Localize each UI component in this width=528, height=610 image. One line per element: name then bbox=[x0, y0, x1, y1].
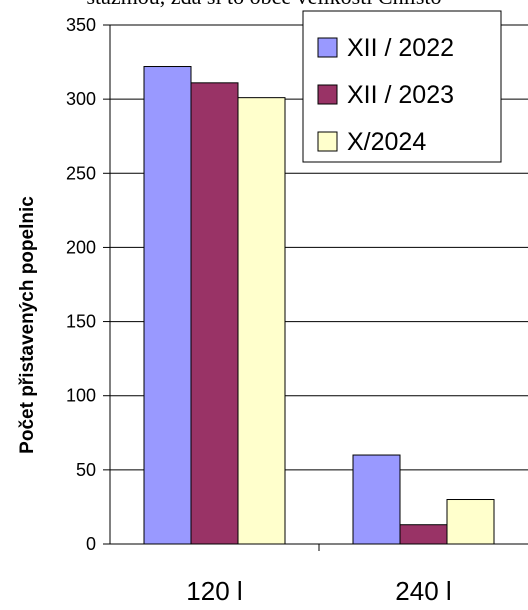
legend-label: XII / 2022 bbox=[347, 34, 454, 62]
legend: XII / 2022 XII / 2023 X/2024 bbox=[302, 10, 502, 163]
legend-swatch bbox=[317, 131, 338, 152]
bar-x-2024-120-l bbox=[237, 97, 286, 545]
bar-xii-2022-240-l bbox=[352, 454, 401, 545]
bars bbox=[143, 66, 495, 545]
legend-swatch bbox=[317, 84, 338, 105]
axes: 0 50 100 150 200 250 300 350 120 l 240 l bbox=[66, 15, 528, 606]
y-tick-label: 250 bbox=[66, 163, 96, 183]
bar-xii-2022-120-l bbox=[143, 66, 192, 545]
x-category-label: 240 l bbox=[395, 576, 451, 605]
legend-label: X/2024 bbox=[347, 128, 426, 156]
bar-xii-2023-240-l bbox=[399, 524, 448, 545]
y-tick-label: 300 bbox=[66, 89, 96, 109]
y-tick-label: 0 bbox=[86, 534, 96, 554]
bar-x-2024-240-l bbox=[446, 499, 495, 545]
y-tick-label: 200 bbox=[66, 237, 96, 257]
legend-label: XII / 2023 bbox=[347, 81, 454, 109]
y-tick-label: 150 bbox=[66, 312, 96, 332]
bar-xii-2023-120-l bbox=[190, 82, 239, 545]
y-axis-label: Počet přistavených popelnic bbox=[17, 196, 38, 454]
cropped-header-text: stazmou, zda si to obce velikosti Chlist… bbox=[0, 0, 528, 10]
y-tick-label: 350 bbox=[66, 15, 96, 35]
legend-swatch bbox=[317, 37, 338, 58]
y-tick-label: 100 bbox=[66, 386, 96, 406]
x-category-label: 120 l bbox=[186, 576, 242, 605]
y-tick-label: 50 bbox=[76, 460, 96, 480]
